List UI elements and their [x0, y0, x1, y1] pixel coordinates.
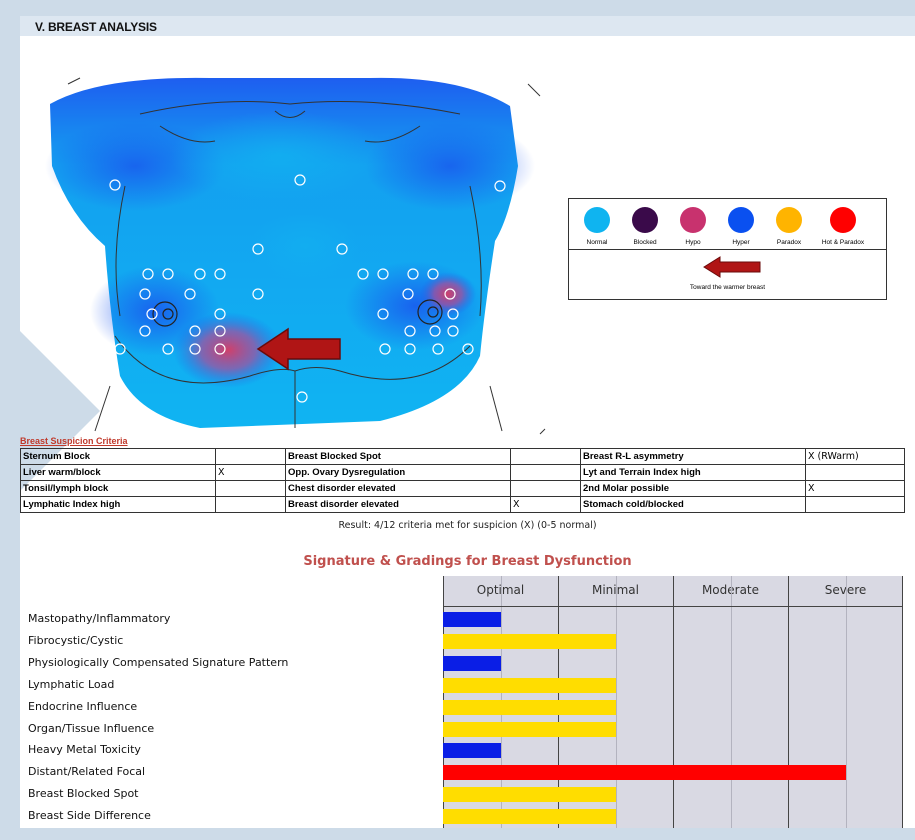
legend-color-swatch: [830, 207, 856, 233]
grade-bar: [443, 765, 846, 781]
grade-row-label: Physiologically Compensated Signature Pa…: [28, 655, 289, 669]
grade-bar: [443, 633, 616, 649]
criteria-value: [215, 448, 286, 465]
criteria-value: [805, 496, 905, 513]
criteria-value: X: [215, 464, 286, 481]
grade-bar: [443, 655, 501, 671]
legend-label: Hypo: [685, 239, 701, 246]
criteria-value: [215, 480, 286, 497]
grade-row-label: Heavy Metal Toxicity: [28, 743, 141, 757]
grade-level-header: Severe: [788, 583, 903, 597]
grade-row-label: Endocrine Influence: [28, 699, 138, 713]
criteria-label: 2nd Molar possible: [580, 480, 806, 497]
criteria-value: X: [510, 496, 581, 513]
grade-bar: [443, 743, 501, 759]
criteria-result: Result: 4/12 criteria met for suspicion …: [338, 520, 597, 531]
criteria-label: Chest disorder elevated: [285, 480, 511, 497]
report-page: V. BREAST ANALYSIS: [20, 16, 915, 828]
grid-line: [902, 576, 903, 828]
criteria-value: [510, 464, 581, 481]
grid-line: [673, 576, 674, 828]
grade-bar: [443, 677, 616, 693]
legend-label: Hyper: [732, 239, 750, 246]
grading-chart: OptimalMinimalModerateSevere: [443, 576, 903, 828]
criteria-value: [510, 448, 581, 465]
legend-arrow-icon: [703, 256, 761, 278]
grade-level-header: Moderate: [673, 583, 788, 597]
grade-row-label: Fibrocystic/Cystic: [28, 633, 124, 647]
legend-item: Hypo: [669, 207, 717, 246]
grade-level-header: Optimal: [443, 583, 558, 597]
criteria-label: Sternum Block: [20, 448, 216, 465]
breast-thermogram-image: [45, 77, 546, 435]
criteria-row: Liver warm/block X Opp. Ovary Dysregulatio…: [20, 464, 905, 481]
criteria-label: Stomach cold/blocked: [580, 496, 806, 513]
legend-color-swatch: [680, 207, 706, 233]
legend-label: Paradox: [776, 239, 802, 246]
grade-bar: [443, 809, 616, 825]
legend-label: Hot & Paradox: [821, 239, 865, 246]
legend-item: Hot & Paradox: [819, 207, 867, 246]
grade-row-label: Lymphatic Load: [28, 677, 115, 691]
grade-bar: [443, 787, 616, 803]
warmer-breast-arrow: [256, 327, 341, 371]
legend-label: Normal: [586, 239, 608, 246]
grade-row-label: Breast Blocked Spot: [28, 787, 139, 801]
thermogram-legend: Normal Blocked Hypo Hyper Paradox Hot & Parad…: [568, 198, 887, 300]
criteria-label: Breast disorder elevated: [285, 496, 511, 513]
criteria-row: Tonsil/lymph block Chest disorder elevate…: [20, 480, 905, 497]
section-header-bar: [20, 16, 915, 36]
criteria-label: Lyt and Terrain Index high: [580, 464, 806, 481]
criteria-label: Breast R-L asymmetry: [580, 448, 806, 465]
criteria-label: Opp. Ovary Dysregulation: [285, 464, 511, 481]
legend-color-swatch: [632, 207, 658, 233]
grade-header-divider: [443, 606, 903, 607]
grade-row-label: Organ/Tissue Influence: [28, 721, 155, 735]
criteria-value: X (RWarm): [805, 448, 905, 465]
legend-color-swatch: [584, 207, 610, 233]
grade-bar: [443, 699, 616, 715]
grid-line-minor: [615, 576, 617, 828]
criteria-value: [215, 496, 286, 513]
grid-line-minor: [845, 576, 847, 828]
criteria-label: Tonsil/lymph block: [20, 480, 216, 497]
legend-item: Blocked: [621, 207, 669, 246]
criteria-table: Sternum Block Breast Blocked Spot Breast R…: [20, 448, 905, 513]
legend-color-swatch: [728, 207, 754, 233]
grade-bar: [443, 612, 501, 627]
grade-row-label: Breast Side Difference: [28, 809, 151, 823]
grading-title: Signature & Gradings for Breast Dysfunct…: [303, 554, 632, 569]
legend-arrow-text: Toward the warmer breast: [689, 284, 766, 291]
measurement-points: [109, 174, 506, 403]
criteria-label: Liver warm/block: [20, 464, 216, 481]
legend-item: Hyper: [717, 207, 765, 246]
legend-label: Blocked: [633, 239, 657, 246]
grade-row-label: Mastopathy/Inflammatory: [28, 612, 171, 625]
legend-item: Normal: [573, 207, 621, 246]
criteria-row: Lymphatic Index high Breast disorder elev…: [20, 496, 905, 513]
grade-level-header: Minimal: [558, 583, 673, 597]
criteria-label: Breast Blocked Spot: [285, 448, 511, 465]
criteria-label: Lymphatic Index high: [20, 496, 216, 513]
criteria-row: Sternum Block Breast Blocked Spot Breast R…: [20, 448, 905, 465]
grid-line: [788, 576, 789, 828]
legend-color-swatch: [776, 207, 802, 233]
criteria-title: Breast Suspicion Criteria: [20, 436, 128, 446]
grid-line-minor: [730, 576, 732, 828]
grade-row-label: Distant/Related Focal: [28, 765, 146, 779]
criteria-value: X: [805, 480, 905, 497]
criteria-value: [510, 480, 581, 497]
section-title: V. BREAST ANALYSIS: [35, 20, 157, 34]
legend-item: Paradox: [765, 207, 813, 246]
criteria-value: [805, 464, 905, 481]
grade-bar: [443, 721, 616, 737]
